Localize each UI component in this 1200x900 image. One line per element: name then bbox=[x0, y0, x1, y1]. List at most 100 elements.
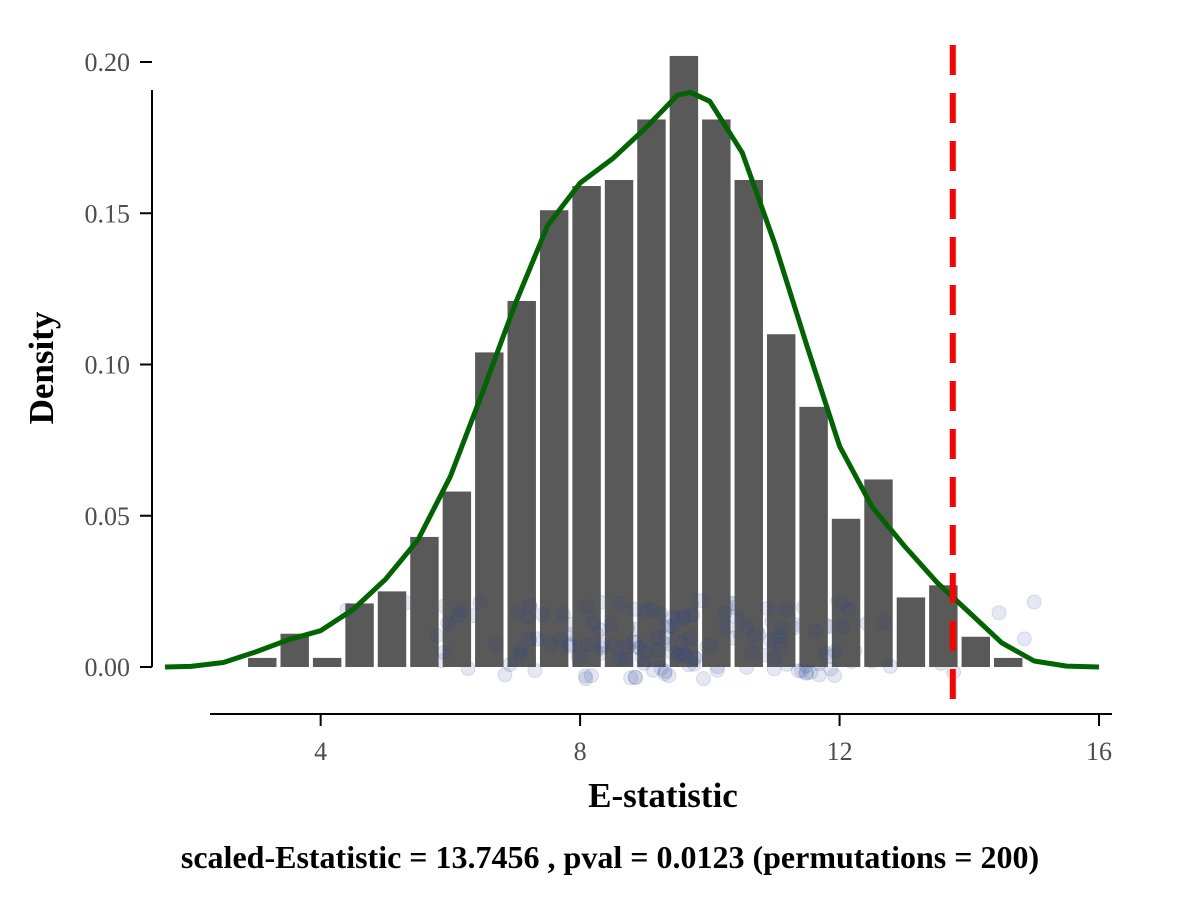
jitter-point bbox=[636, 643, 652, 659]
y-axis-ticks: 0.00 0.05 0.10 0.15 0.20 bbox=[85, 48, 152, 682]
x-tick-label: 8 bbox=[574, 737, 587, 766]
histogram-bar bbox=[702, 119, 731, 668]
histogram-bar bbox=[669, 55, 699, 667]
jitter-point bbox=[702, 637, 718, 653]
jitter-point bbox=[665, 610, 681, 626]
jitter-point bbox=[773, 637, 789, 653]
jitter-point bbox=[553, 631, 569, 647]
jitter-point bbox=[790, 663, 806, 679]
x-tick-label: 4 bbox=[314, 737, 327, 766]
jitter-point bbox=[744, 643, 760, 659]
jitter-point bbox=[819, 645, 835, 661]
jitter-point bbox=[535, 607, 551, 623]
histogram-bar bbox=[248, 657, 277, 667]
y-tick-label: 0.20 bbox=[85, 48, 131, 77]
jitter-point bbox=[670, 648, 686, 664]
histogram-bar bbox=[604, 179, 634, 667]
jitter-point bbox=[876, 614, 892, 630]
histogram-bars bbox=[248, 55, 1023, 668]
jitter-point bbox=[811, 667, 827, 683]
jitter-point bbox=[1026, 594, 1042, 610]
jitter-point bbox=[675, 608, 691, 624]
histogram-bar bbox=[864, 479, 893, 667]
jitter-point bbox=[660, 619, 676, 635]
jitter-point bbox=[440, 615, 456, 631]
y-tick-label: 0.10 bbox=[85, 351, 131, 380]
jitter-point bbox=[835, 618, 851, 634]
jitter-point bbox=[693, 593, 709, 609]
histogram-bar bbox=[799, 406, 828, 667]
histogram-bar bbox=[572, 186, 601, 667]
jitter-point bbox=[657, 666, 673, 682]
histogram-bar bbox=[766, 334, 796, 667]
jitter-point bbox=[522, 597, 538, 613]
jitter-point bbox=[555, 606, 571, 622]
jitter-point bbox=[827, 668, 843, 684]
jitter-point bbox=[664, 618, 680, 634]
jitter-point bbox=[617, 651, 633, 667]
jitter-point bbox=[578, 671, 594, 687]
jitter-point bbox=[509, 604, 525, 620]
jitter-point bbox=[578, 599, 594, 615]
jitter-point bbox=[612, 595, 628, 611]
jitter-point bbox=[620, 639, 636, 655]
jitter-point bbox=[627, 669, 643, 685]
jitter-point bbox=[882, 658, 898, 674]
histogram-bar bbox=[442, 491, 472, 667]
jitter-point bbox=[991, 605, 1007, 621]
jitter-point bbox=[653, 660, 669, 676]
jitter-point bbox=[773, 619, 789, 635]
x-tick-label: 12 bbox=[827, 737, 853, 766]
jitter-point bbox=[631, 639, 647, 655]
jitter-point bbox=[803, 664, 819, 680]
jitter-point bbox=[759, 600, 775, 616]
jitter-point bbox=[638, 604, 654, 620]
jitter-point bbox=[644, 601, 660, 617]
jitter-point bbox=[717, 606, 733, 622]
jitter-point bbox=[502, 657, 518, 673]
chart-caption: scaled-Estatistic = 13.7456 , pval = 0.0… bbox=[181, 839, 1039, 875]
jitter-point bbox=[686, 656, 702, 672]
jitter-point bbox=[628, 669, 644, 685]
histogram-bar bbox=[994, 657, 1023, 667]
jitter-point bbox=[719, 620, 735, 636]
histogram-bar bbox=[312, 657, 342, 667]
histogram-bar bbox=[896, 597, 926, 667]
jitter-point bbox=[772, 628, 788, 644]
histogram-bar bbox=[831, 518, 861, 667]
jitter-point bbox=[586, 615, 602, 631]
histogram-bar bbox=[507, 300, 536, 667]
jitter-point bbox=[675, 645, 691, 661]
x-tick-label: 16 bbox=[1086, 737, 1112, 766]
jitter-point bbox=[592, 622, 608, 638]
jitter-point bbox=[823, 661, 839, 677]
jitter-point bbox=[684, 607, 700, 623]
jitter-point bbox=[678, 648, 694, 664]
jitter-point bbox=[570, 649, 586, 665]
jitter-point bbox=[612, 651, 628, 667]
jitter-point bbox=[827, 643, 843, 659]
jitter-point bbox=[739, 619, 755, 635]
jitter-point bbox=[636, 655, 652, 671]
jitter-point bbox=[529, 631, 545, 647]
jitter-point bbox=[429, 628, 445, 644]
jitter-point bbox=[676, 610, 692, 626]
jitter-point bbox=[577, 668, 593, 684]
jitter-point bbox=[729, 609, 745, 625]
histogram-bar bbox=[637, 119, 666, 668]
jitter-point bbox=[1016, 631, 1032, 647]
histogram-bar bbox=[377, 591, 407, 667]
jitter-point bbox=[593, 640, 609, 656]
jitter-point bbox=[583, 668, 599, 684]
jitter-point bbox=[450, 608, 466, 624]
x-axis-ticks: 4 8 12 16 bbox=[314, 714, 1112, 766]
histogram-bar bbox=[410, 536, 439, 667]
jitter-point bbox=[687, 650, 703, 666]
jitter-point bbox=[661, 668, 677, 684]
jitter-points-overlay bbox=[339, 593, 1042, 687]
jitter-point bbox=[778, 601, 794, 617]
y-tick-label: 0.00 bbox=[85, 653, 131, 682]
jitter-point bbox=[627, 601, 643, 617]
jitter-point bbox=[543, 636, 559, 652]
jitter-point bbox=[649, 630, 665, 646]
